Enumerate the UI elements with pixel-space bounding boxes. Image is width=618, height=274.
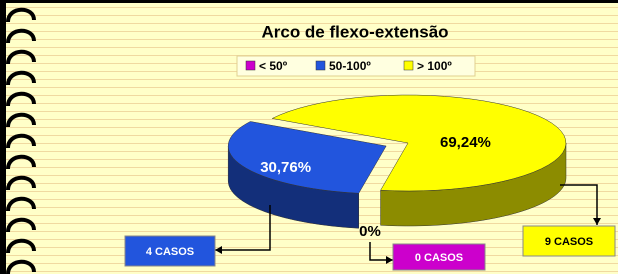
value-label: 0% <box>359 223 381 240</box>
spiral-ring <box>8 157 34 169</box>
spiral-ring <box>8 220 34 232</box>
legend-swatch <box>404 61 413 70</box>
arrow-head <box>593 218 601 225</box>
value-label: 30,76% <box>260 159 311 176</box>
arrow-head <box>215 246 222 254</box>
spiral-ring <box>8 199 34 211</box>
spiral-ring <box>8 52 34 64</box>
connector <box>215 205 270 250</box>
spiral-ring <box>8 115 34 127</box>
spiral-ring <box>8 136 34 148</box>
legend-label: 50-100º <box>329 59 371 73</box>
spiral-ring <box>8 262 34 274</box>
top-border <box>0 0 618 3</box>
left-border <box>0 0 6 274</box>
legend-swatch <box>316 61 325 70</box>
arrow-head <box>386 256 393 264</box>
legend: < 50º 50-100º > 100º <box>246 59 452 73</box>
legend-label: < 50º <box>259 59 288 73</box>
spiral-ring <box>8 178 34 190</box>
spiral-ring <box>8 31 34 43</box>
spiral-ring <box>8 10 34 22</box>
spiral-ring <box>8 94 34 106</box>
legend-swatch <box>246 61 255 70</box>
callout-label: 0 CASOS <box>415 252 463 264</box>
spiral-ring <box>8 73 34 85</box>
callout-label: 9 CASOS <box>545 236 593 248</box>
legend-label: > 100º <box>417 59 452 73</box>
spiral-ring <box>8 241 34 253</box>
pie: 30,76% 69,24% 0% <box>228 95 566 240</box>
page: Arco de flexo-extensão < 50º 50-100º > 100… <box>0 0 618 274</box>
chart: Arco de flexo-extensão < 50º 50-100º > 100… <box>0 0 618 274</box>
callout-label: 4 CASOS <box>146 246 194 258</box>
connector <box>560 185 597 225</box>
chart-title: Arco de flexo-extensão <box>261 22 448 41</box>
connector <box>370 242 393 260</box>
value-label: 69,24% <box>440 134 491 151</box>
spiral-binding <box>8 10 34 274</box>
